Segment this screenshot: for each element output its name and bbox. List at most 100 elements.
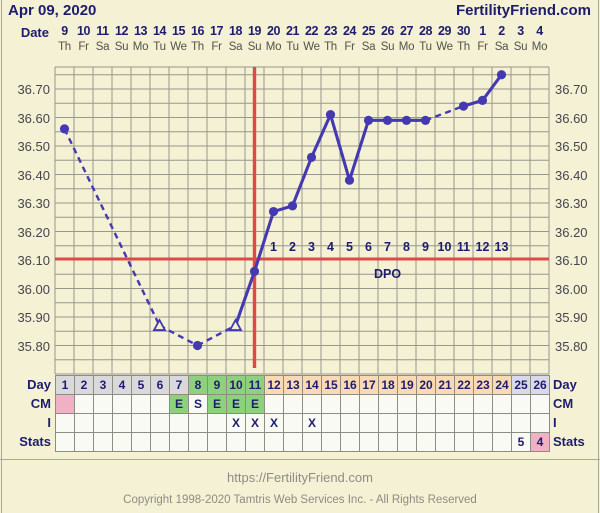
stats-cell bbox=[283, 432, 303, 452]
day-cell: 20 bbox=[416, 375, 436, 395]
day-cell: 15 bbox=[321, 375, 341, 395]
y-axis-label-right: 36.60 bbox=[555, 110, 588, 126]
y-axis-label-right: 36.10 bbox=[555, 253, 588, 268]
table-row-label-stats: Stats bbox=[19, 434, 51, 449]
weekday-label: Mo bbox=[132, 41, 149, 53]
cm-cell bbox=[530, 394, 550, 414]
svg-text:2: 2 bbox=[289, 240, 296, 254]
y-axis-label-left: 36.20 bbox=[17, 224, 50, 240]
stats-cell bbox=[473, 432, 493, 452]
svg-text:8: 8 bbox=[403, 240, 410, 254]
i-cell bbox=[93, 413, 113, 433]
i-cell bbox=[530, 413, 550, 433]
y-axis-label-left: 36.60 bbox=[17, 110, 50, 126]
date-number: 27 bbox=[399, 24, 414, 38]
table-row-label-day: Day bbox=[553, 377, 577, 392]
i-cell bbox=[397, 413, 417, 433]
stats-cell bbox=[150, 432, 170, 452]
data-point bbox=[344, 175, 355, 185]
i-cell bbox=[511, 413, 531, 433]
i-cell bbox=[169, 413, 189, 433]
weekday-label: We bbox=[303, 41, 320, 53]
table-row-label-i: I bbox=[553, 415, 557, 430]
weekday-label: Tu bbox=[419, 41, 432, 53]
cm-cell bbox=[340, 394, 360, 414]
i-cell bbox=[150, 413, 170, 433]
weekday-label: Th bbox=[457, 41, 470, 53]
weekday-label: Fr bbox=[211, 41, 222, 53]
date-number: 30 bbox=[456, 24, 471, 38]
i-cell: X bbox=[302, 413, 322, 433]
svg-text:13: 13 bbox=[495, 240, 509, 254]
date-number: 22 bbox=[304, 24, 319, 38]
data-point bbox=[249, 266, 260, 276]
data-point-triangle bbox=[152, 318, 167, 331]
y-axis-label-right: 36.00 bbox=[555, 281, 588, 297]
stats-cell: 4 bbox=[530, 432, 550, 452]
svg-text:9: 9 bbox=[422, 240, 429, 254]
data-point bbox=[192, 340, 203, 351]
day-cell: 10 bbox=[226, 375, 246, 395]
cm-cell bbox=[131, 394, 151, 414]
stats-cell bbox=[321, 432, 341, 452]
date-number: 14 bbox=[152, 24, 167, 38]
date-number: 17 bbox=[209, 24, 224, 38]
chart-date-title: Apr 09, 2020 bbox=[8, 2, 97, 19]
y-axis-label-right: 36.30 bbox=[555, 196, 588, 211]
cm-cell: E bbox=[226, 394, 246, 414]
svg-text:7: 7 bbox=[384, 240, 391, 254]
table-row-label-i: I bbox=[47, 415, 51, 430]
cm-cell bbox=[435, 394, 455, 414]
date-number: 24 bbox=[342, 24, 357, 38]
cm-cell bbox=[378, 394, 398, 414]
date-number: 13 bbox=[133, 24, 148, 38]
temperature-points bbox=[59, 70, 507, 351]
stats-cell bbox=[454, 432, 474, 452]
i-cell bbox=[112, 413, 132, 433]
date-number: 25 bbox=[361, 24, 376, 38]
y-axis-label-left: 35.80 bbox=[17, 338, 50, 354]
svg-text:11: 11 bbox=[457, 240, 470, 254]
data-point bbox=[268, 206, 279, 217]
y-axis-label-left: 36.30 bbox=[17, 196, 50, 211]
cm-cell: E bbox=[245, 394, 265, 414]
stats-cell bbox=[340, 432, 360, 452]
day-cell: 19 bbox=[397, 375, 417, 395]
weekday-label: Mo bbox=[531, 41, 548, 53]
day-cell: 17 bbox=[359, 375, 379, 395]
i-cell bbox=[454, 413, 474, 433]
stats-cell bbox=[359, 432, 379, 452]
i-cell bbox=[207, 413, 227, 433]
weekday-label: Th bbox=[191, 41, 204, 53]
weekday-label: Sa bbox=[228, 41, 243, 53]
cm-cell bbox=[93, 394, 113, 414]
weekday-label: Sa bbox=[361, 41, 376, 53]
date-number: 29 bbox=[437, 24, 452, 38]
day-cell: 11 bbox=[245, 375, 265, 395]
data-point bbox=[59, 124, 70, 134]
date-number: 10 bbox=[76, 24, 91, 38]
weekday-label: Fr bbox=[477, 41, 488, 53]
day-cell: 26 bbox=[530, 375, 550, 395]
day-cell: 7 bbox=[169, 375, 189, 395]
cm-cell bbox=[321, 394, 341, 414]
date-number: 3 bbox=[517, 24, 524, 38]
date-number: 11 bbox=[96, 24, 109, 38]
brand-link[interactable]: FertilityFriend.com bbox=[455, 2, 591, 19]
day-cell: 14 bbox=[302, 375, 322, 395]
stats-cell bbox=[207, 432, 227, 452]
data-point bbox=[458, 101, 469, 111]
footer-url[interactable]: https://FertilityFriend.com bbox=[227, 470, 373, 485]
svg-text:1: 1 bbox=[270, 240, 277, 254]
cm-cell: E bbox=[207, 394, 227, 414]
date-number: 16 bbox=[190, 24, 205, 38]
footer-divider bbox=[0, 459, 600, 460]
date-number: 18 bbox=[228, 24, 243, 38]
i-cell bbox=[55, 413, 75, 433]
day-cell: 1 bbox=[55, 375, 75, 395]
y-axis-label-right: 36.20 bbox=[555, 224, 588, 240]
data-point bbox=[401, 115, 412, 125]
day-cell: 9 bbox=[207, 375, 227, 395]
